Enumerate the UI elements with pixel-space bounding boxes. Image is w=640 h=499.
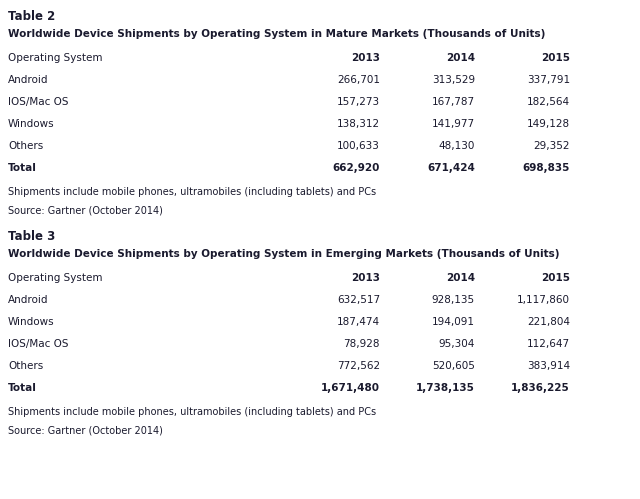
Text: 772,562: 772,562	[337, 361, 380, 371]
Text: Source: Gartner (October 2014): Source: Gartner (October 2014)	[8, 426, 163, 436]
Text: 266,701: 266,701	[337, 75, 380, 85]
Text: 141,977: 141,977	[432, 119, 475, 129]
Text: 662,920: 662,920	[333, 163, 380, 173]
Text: Worldwide Device Shipments by Operating System in Mature Markets (Thousands of U: Worldwide Device Shipments by Operating …	[8, 29, 545, 39]
Text: 48,130: 48,130	[438, 141, 475, 151]
Text: Table 2: Table 2	[8, 10, 55, 23]
Text: 2014: 2014	[446, 273, 475, 283]
Text: Total: Total	[8, 163, 37, 173]
Text: 632,517: 632,517	[337, 295, 380, 305]
Text: 520,605: 520,605	[432, 361, 475, 371]
Text: 1,738,135: 1,738,135	[416, 383, 475, 393]
Text: 2015: 2015	[541, 53, 570, 63]
Text: 1,117,860: 1,117,860	[517, 295, 570, 305]
Text: 2014: 2014	[446, 53, 475, 63]
Text: IOS/Mac OS: IOS/Mac OS	[8, 97, 68, 107]
Text: 187,474: 187,474	[337, 317, 380, 327]
Text: Total: Total	[8, 383, 37, 393]
Text: 149,128: 149,128	[527, 119, 570, 129]
Text: 671,424: 671,424	[427, 163, 475, 173]
Text: 182,564: 182,564	[527, 97, 570, 107]
Text: 167,787: 167,787	[432, 97, 475, 107]
Text: Android: Android	[8, 295, 49, 305]
Text: 100,633: 100,633	[337, 141, 380, 151]
Text: Others: Others	[8, 141, 44, 151]
Text: Operating System: Operating System	[8, 273, 102, 283]
Text: 194,091: 194,091	[432, 317, 475, 327]
Text: 138,312: 138,312	[337, 119, 380, 129]
Text: 1,671,480: 1,671,480	[321, 383, 380, 393]
Text: 2015: 2015	[541, 273, 570, 283]
Text: 2013: 2013	[351, 273, 380, 283]
Text: 78,928: 78,928	[344, 339, 380, 349]
Text: Shipments include mobile phones, ultramobiles (including tablets) and PCs: Shipments include mobile phones, ultramo…	[8, 407, 376, 417]
Text: 221,804: 221,804	[527, 317, 570, 327]
Text: 95,304: 95,304	[438, 339, 475, 349]
Text: Shipments include mobile phones, ultramobiles (including tablets) and PCs: Shipments include mobile phones, ultramo…	[8, 187, 376, 197]
Text: Source: Gartner (October 2014): Source: Gartner (October 2014)	[8, 206, 163, 216]
Text: 928,135: 928,135	[432, 295, 475, 305]
Text: 29,352: 29,352	[534, 141, 570, 151]
Text: 313,529: 313,529	[432, 75, 475, 85]
Text: Table 3: Table 3	[8, 230, 55, 243]
Text: 157,273: 157,273	[337, 97, 380, 107]
Text: Windows: Windows	[8, 119, 54, 129]
Text: 2013: 2013	[351, 53, 380, 63]
Text: Windows: Windows	[8, 317, 54, 327]
Text: 383,914: 383,914	[527, 361, 570, 371]
Text: Worldwide Device Shipments by Operating System in Emerging Markets (Thousands of: Worldwide Device Shipments by Operating …	[8, 249, 559, 258]
Text: 698,835: 698,835	[523, 163, 570, 173]
Text: 112,647: 112,647	[527, 339, 570, 349]
Text: 1,836,225: 1,836,225	[511, 383, 570, 393]
Text: Others: Others	[8, 361, 44, 371]
Text: Operating System: Operating System	[8, 53, 102, 63]
Text: IOS/Mac OS: IOS/Mac OS	[8, 339, 68, 349]
Text: Android: Android	[8, 75, 49, 85]
Text: 337,791: 337,791	[527, 75, 570, 85]
